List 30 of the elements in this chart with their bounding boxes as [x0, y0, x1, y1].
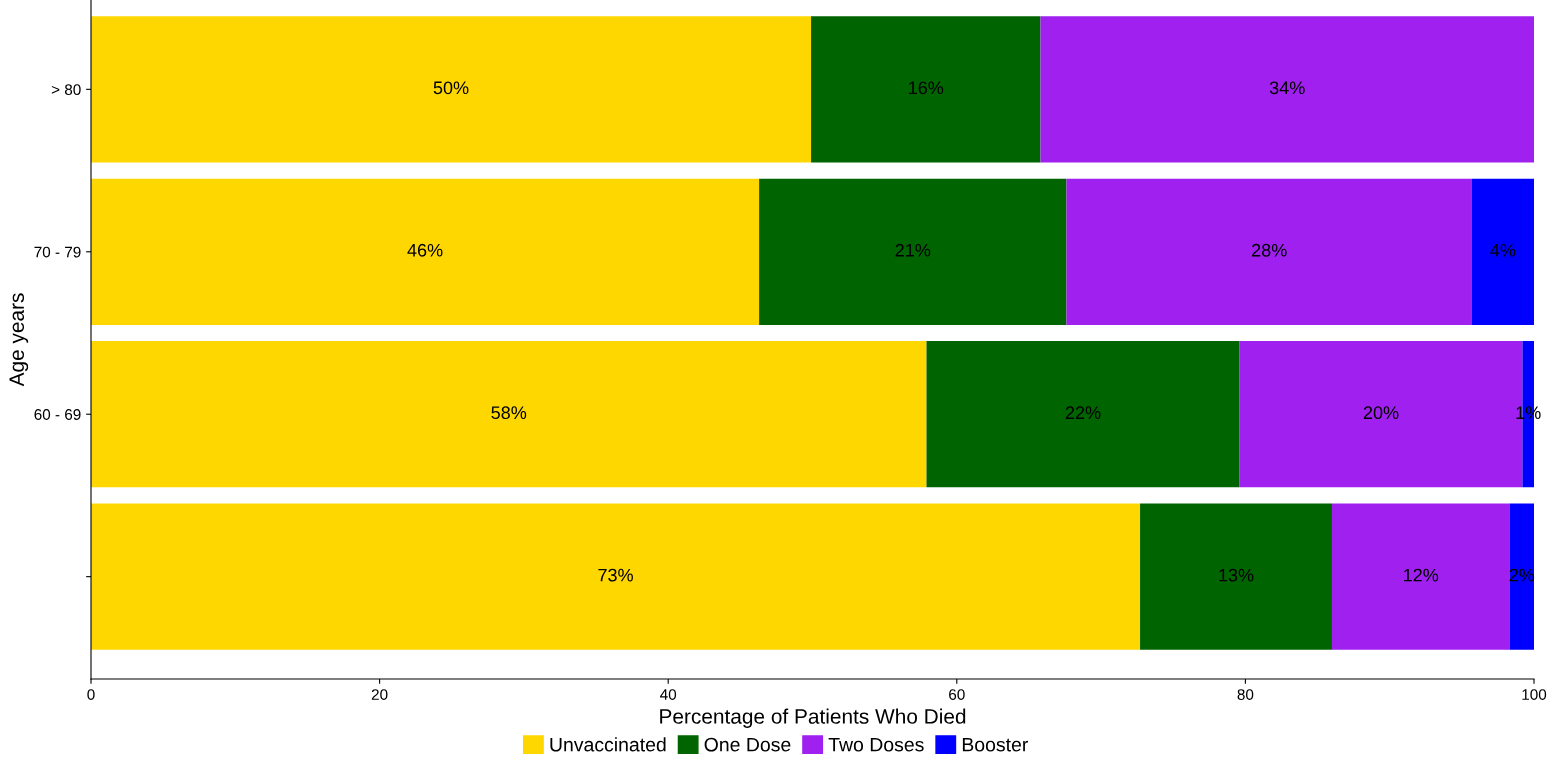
data-label: 2%: [1509, 568, 1535, 582]
data-label: 22%: [1065, 406, 1101, 419]
data-label: 73%: [598, 568, 633, 582]
data-label: 4%: [1490, 243, 1516, 257]
data-label: 34%: [1269, 81, 1305, 95]
x-axis-title: Percentage of Patients Who Died: [660, 708, 966, 728]
data-label: 58%: [491, 406, 527, 420]
x-tick-label: 100: [1522, 689, 1547, 700]
legend-label: Unvaccinated: [550, 737, 666, 752]
y-tick-label: 60 - 69: [34, 409, 81, 420]
x-tick-label: 80: [1237, 689, 1254, 700]
x-tick-label: 60: [949, 689, 965, 700]
data-label: 20%: [1363, 406, 1399, 420]
data-label: 46%: [407, 243, 443, 257]
data-label: 50%: [433, 81, 469, 95]
data-label: 1%: [1516, 406, 1541, 419]
y-tick-label: 70 - 79: [34, 246, 81, 258]
legend-label: Two Doses: [828, 737, 924, 752]
data-label: 21%: [895, 243, 931, 257]
data-label: 12%: [1404, 568, 1439, 582]
data-label: 16%: [909, 81, 944, 95]
data-label: 28%: [1252, 243, 1287, 257]
x-tick-label: 40: [660, 689, 677, 700]
data-label: 13%: [1219, 568, 1254, 582]
y-tick-label: > 80: [51, 84, 81, 96]
x-tick-label: 20: [371, 689, 388, 700]
x-tick-label: 0: [87, 689, 95, 700]
legend-label: Booster: [962, 737, 1028, 752]
y-axis-title: Age years: [9, 293, 29, 387]
legend-label: One Dose: [704, 737, 791, 752]
